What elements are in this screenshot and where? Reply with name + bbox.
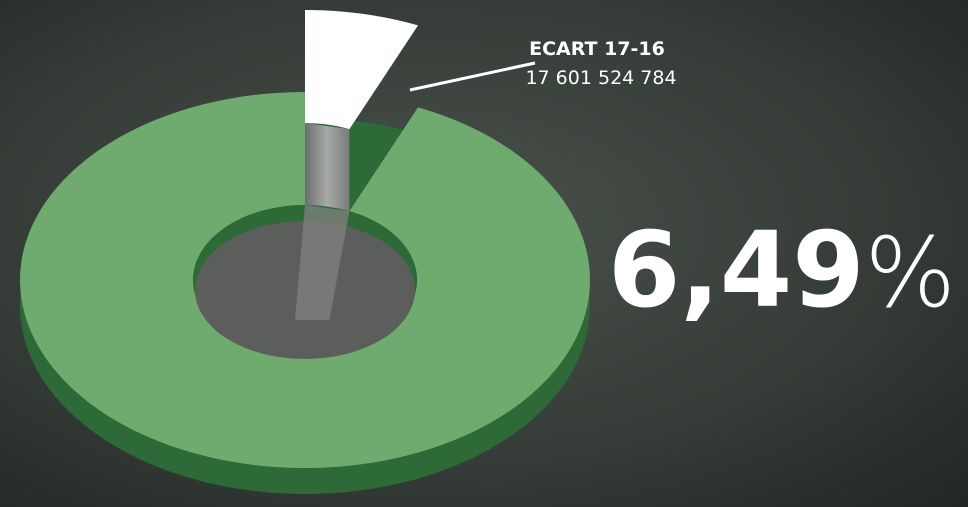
value-label: 6,49% (608, 209, 956, 331)
pie-slice (305, 10, 419, 130)
slice-column (295, 205, 350, 320)
leader-line (409, 61, 536, 92)
pie-slice (19, 92, 590, 468)
slice-label: ECART 17-16 (529, 38, 665, 60)
donut (19, 10, 590, 494)
annotation: 17 601 524 784 (525, 67, 676, 89)
